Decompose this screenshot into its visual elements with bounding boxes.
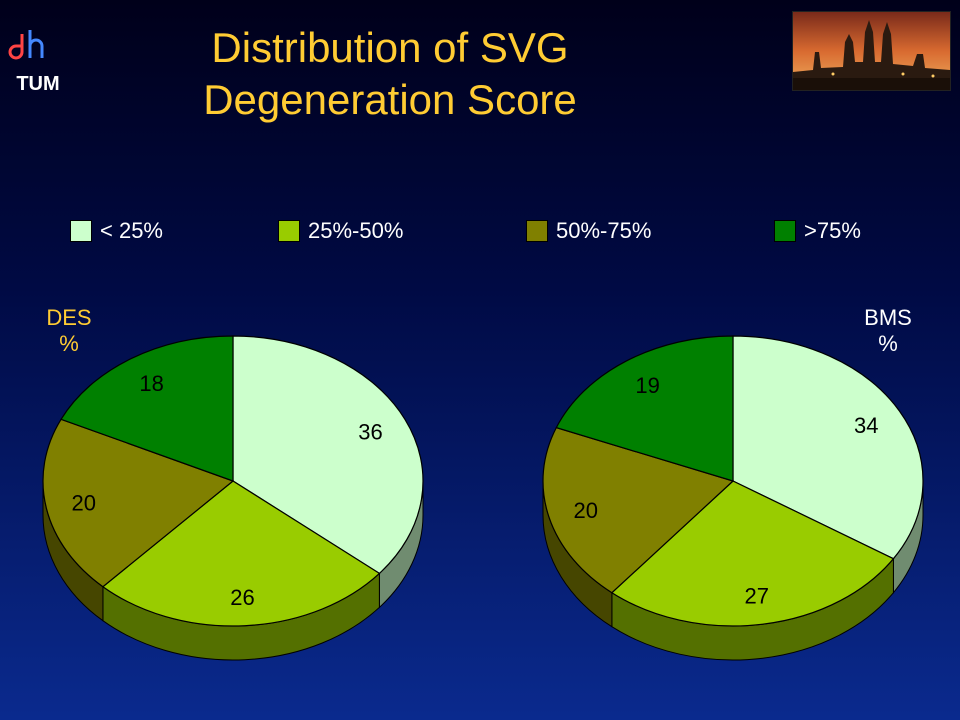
legend-label-25to50: 25%-50% — [308, 218, 404, 243]
des-slice-25to50 — [101, 480, 381, 627]
tum-logo: TUM — [8, 24, 68, 100]
logo-text: TUM — [16, 73, 59, 95]
legend-label-lt25: < 25% — [100, 218, 163, 243]
title-line-1: Distribution of SVG — [211, 24, 569, 71]
bms-data-label-gt75: 19 — [635, 373, 659, 398]
des-data-label-25to50: 26 — [230, 585, 254, 610]
bms-slice-50to75 — [542, 426, 735, 594]
bms-label-line1: BMS — [864, 305, 912, 330]
legend-label-gt75: >75% — [804, 218, 861, 243]
legend-swatch-50to75 — [526, 220, 548, 242]
des-label-line2: % — [59, 331, 79, 356]
legend-item-25to50: 25%-50% — [278, 218, 403, 244]
legend-item-50to75: 50%-75% — [526, 218, 651, 244]
city-skyline-photo — [792, 11, 951, 91]
bms-label-line2: % — [878, 331, 898, 356]
bms-slice-lt25 — [732, 335, 924, 560]
bms-axis-label: BMS % — [848, 305, 928, 357]
pie-chart-bms: 34 27 20 19 — [542, 335, 924, 661]
legend-item-lt25: < 25% — [70, 218, 163, 244]
des-data-label-lt25: 36 — [358, 420, 382, 445]
legend-swatch-25to50 — [278, 220, 300, 242]
title-line-2: Degeneration Score — [203, 76, 577, 123]
des-label-line1: DES — [46, 305, 92, 330]
bms-data-label-lt25: 34 — [854, 413, 878, 438]
chart-legend: < 25% 25%-50% 50%-75% >75% — [70, 218, 890, 244]
pie-chart-des: 36 26 20 18 — [42, 335, 424, 661]
bms-slice-gt75 — [555, 335, 734, 482]
des-data-label-50to75: 20 — [71, 491, 95, 516]
bms-data-label-25to50: 27 — [745, 584, 769, 609]
des-slice-50to75 — [42, 418, 235, 588]
legend-label-50to75: 50%-75% — [556, 218, 652, 243]
des-slice-gt75 — [60, 335, 234, 482]
legend-swatch-lt25 — [70, 220, 92, 242]
bms-data-label-50to75: 20 — [574, 498, 598, 523]
des-slice-lt25 — [232, 335, 424, 575]
bms-slice-25to50 — [610, 480, 895, 627]
legend-swatch-gt75 — [774, 220, 796, 242]
des-data-label-gt75: 18 — [139, 371, 163, 396]
slide-title: Distribution of SVG Degeneration Score — [140, 22, 640, 126]
des-axis-label: DES % — [34, 305, 104, 357]
legend-item-gt75: >75% — [774, 218, 861, 244]
